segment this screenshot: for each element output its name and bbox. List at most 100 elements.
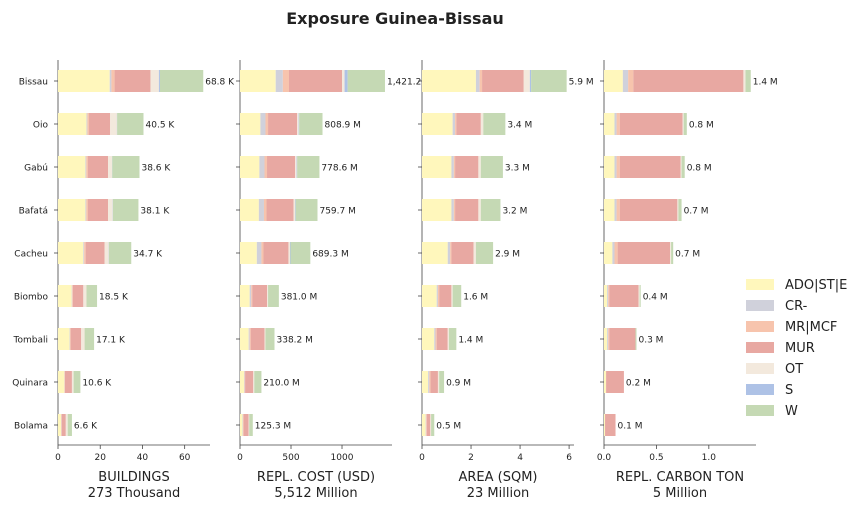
bar-segment bbox=[422, 285, 437, 307]
bar-segment bbox=[58, 70, 110, 92]
bar-segment bbox=[437, 328, 448, 350]
bar-segment bbox=[604, 70, 623, 92]
bar-segment bbox=[422, 199, 451, 221]
x-axis-label: REPL. COST (USD) bbox=[257, 470, 375, 485]
bar-segment bbox=[614, 242, 617, 264]
bar-segment bbox=[422, 113, 453, 135]
bar-segment bbox=[531, 70, 567, 92]
bar-segment bbox=[481, 199, 501, 221]
bar-segment bbox=[670, 242, 671, 264]
bar-segment bbox=[110, 70, 112, 92]
bar-segment bbox=[84, 242, 85, 264]
bar-segment bbox=[297, 156, 298, 178]
bar-segment bbox=[620, 113, 683, 135]
bar-segment bbox=[431, 371, 438, 393]
bar-segment bbox=[58, 328, 70, 350]
legend-swatch bbox=[746, 321, 774, 332]
bar-segment bbox=[240, 285, 250, 307]
bar-segment bbox=[249, 328, 250, 350]
bar-segment bbox=[342, 70, 345, 92]
bar-segment bbox=[345, 70, 348, 92]
total-label: 38.1 K bbox=[140, 207, 170, 217]
bar-segment bbox=[435, 328, 436, 350]
y-tick-label: Bolama bbox=[14, 422, 48, 432]
bar-segment bbox=[62, 414, 66, 436]
bar-segment bbox=[604, 285, 607, 307]
bar-segment bbox=[530, 70, 531, 92]
bar-segment bbox=[620, 199, 678, 221]
bar-segment bbox=[451, 242, 473, 264]
total-label: 125.3 M bbox=[255, 422, 291, 432]
bar-segment bbox=[240, 328, 249, 350]
bar-segment bbox=[448, 242, 450, 264]
bar-segment bbox=[58, 199, 85, 221]
bar-segment bbox=[113, 199, 139, 221]
legend-entry-label: MR|MCF bbox=[785, 320, 837, 335]
bar-segment bbox=[639, 285, 640, 307]
bar-segment bbox=[743, 70, 745, 92]
bar-segment bbox=[604, 113, 614, 135]
bar-segment bbox=[453, 285, 462, 307]
bar-segment bbox=[249, 414, 253, 436]
bar-segment bbox=[614, 199, 616, 221]
bar-segment bbox=[295, 156, 297, 178]
bar-segment bbox=[73, 285, 84, 307]
bar-segment bbox=[609, 328, 635, 350]
bar-segment bbox=[481, 156, 503, 178]
bar-segment bbox=[85, 199, 86, 221]
bar-segment bbox=[608, 328, 609, 350]
bar-segment bbox=[86, 242, 105, 264]
bar-segment bbox=[250, 328, 251, 350]
total-label: 0.8 M bbox=[687, 164, 712, 174]
bar-segment bbox=[112, 156, 139, 178]
bar-segment bbox=[72, 285, 73, 307]
total-label: 34.7 K bbox=[133, 250, 163, 260]
bar-segment bbox=[633, 70, 743, 92]
total-label: 38.6 K bbox=[141, 164, 171, 174]
y-tick-label: Bissau bbox=[19, 78, 48, 88]
bar-segment bbox=[607, 328, 608, 350]
bar-segment bbox=[297, 156, 319, 178]
bar-segment bbox=[677, 199, 678, 221]
bar-segment bbox=[422, 328, 434, 350]
bar-segment bbox=[240, 199, 259, 221]
total-label: 338.2 M bbox=[277, 336, 313, 346]
bar-segment bbox=[117, 113, 143, 135]
bar-segment bbox=[108, 199, 113, 221]
bar-segment bbox=[451, 199, 453, 221]
bar-segment bbox=[617, 156, 620, 178]
bar-segment bbox=[454, 199, 455, 221]
bar-segment bbox=[58, 156, 85, 178]
total-label: 18.5 K bbox=[99, 293, 129, 303]
bar-segment bbox=[483, 113, 505, 135]
total-label: 808.9 M bbox=[325, 121, 361, 131]
bar-segment bbox=[422, 156, 451, 178]
bar-segment bbox=[283, 70, 289, 92]
bar-segment bbox=[682, 156, 685, 178]
bar-segment bbox=[455, 113, 456, 135]
bar-segment bbox=[482, 70, 524, 92]
bar-segment bbox=[68, 414, 72, 436]
bar-segment bbox=[431, 414, 434, 436]
bar-segment bbox=[245, 371, 246, 393]
bar-segment bbox=[478, 199, 480, 221]
legend-swatch bbox=[746, 405, 774, 416]
bar-segment bbox=[296, 199, 318, 221]
legend-entry-label: ADO|ST|E bbox=[785, 278, 847, 293]
x-tick-label: 1000 bbox=[331, 453, 354, 463]
bar-segment bbox=[681, 156, 682, 178]
bar-segment bbox=[614, 156, 616, 178]
total-label: 778.6 M bbox=[321, 164, 357, 174]
bar-segment bbox=[89, 113, 110, 135]
bar-segment bbox=[684, 113, 687, 135]
bar-segment bbox=[476, 242, 493, 264]
bar-segment bbox=[290, 242, 310, 264]
bar-segment bbox=[480, 70, 482, 92]
legend-swatch bbox=[746, 363, 774, 374]
bar-segment bbox=[58, 285, 72, 307]
bar-segment bbox=[254, 371, 261, 393]
bar-segment bbox=[455, 156, 478, 178]
legend-entry-label: S bbox=[785, 383, 793, 398]
legend-swatch bbox=[746, 384, 774, 395]
